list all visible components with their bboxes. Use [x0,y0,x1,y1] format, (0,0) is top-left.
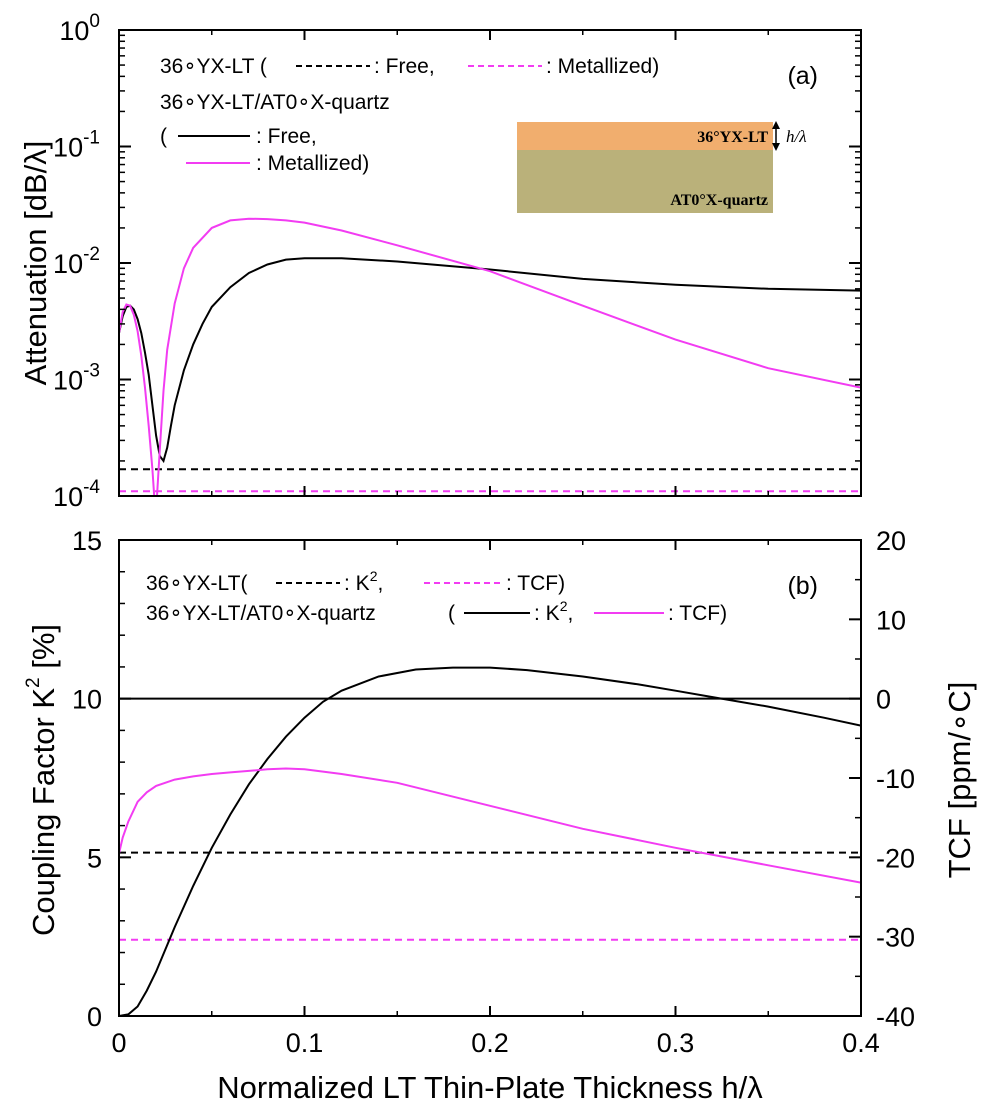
x-tick-label: 0.1 [286,1028,324,1058]
legend-b-lt-k2: : K2, [344,568,383,595]
legend-a-lt-metal: : Metallized) [546,55,659,78]
panel-b-y2-tick-label: 0 [876,685,891,715]
panel-a-label: (a) [787,62,818,90]
panel-b-y2-tick-label: 20 [876,526,906,556]
inset-lt-layer [517,122,773,150]
panel-b-ticks [118,539,862,1017]
panel-a-y-tick-labels: 100 10-1 10-2 10-3 10-4 [53,11,100,512]
legend-b-lt-tcf: : TCF) [506,572,565,595]
legend-b-stack-tcf: : TCF) [668,602,727,625]
panel-b-y-tick-label: 0 [87,1002,102,1032]
panel-a-y-tick-label: 100 [59,11,100,46]
panel-b-y-tick-label: 10 [72,685,102,715]
panel-b-y2-tick-label: 10 [876,605,906,635]
x-tick-label: 0.4 [842,1028,880,1058]
legend-a-line2: 36∘YX-LT/AT0∘X-quartz [160,91,390,114]
legend-b-line2-paren: ( [448,602,455,625]
panel-b-series-magenta-solid-tcf [119,767,861,884]
panel-b-y-tick-label: 15 [72,526,102,556]
panel-b-y2-tick-label: -20 [876,843,915,873]
legend-b-stack-k2: : K2, [534,598,573,625]
panel-a-y-tick-label: 10-3 [53,361,100,396]
panel-a-y-tick-label: 10-1 [53,128,100,163]
legend-a-stack-free: : Free, [256,125,317,148]
inset-quartz-label: AT0°X-quartz [670,192,768,209]
legend-b-line2-prefix: 36∘YX-LT/AT0∘X-quartz [146,602,376,625]
panel-a-y-tick-label: 10-4 [53,477,100,512]
x-tick-label: 0 [111,1028,126,1058]
panel-a-attenuation: 100 10-1 10-2 10-3 10-4 Attenuation [dB/λ] (… [18,11,862,512]
panel-b-label: (b) [787,572,818,600]
panel-b-y-tick-labels: 0 5 10 15 [72,526,102,1032]
panel-b-y-tick-label: 5 [87,843,102,873]
panel-b-y2-tick-labels: -40 -30 -20 -10 0 10 20 [876,526,915,1032]
panel-b-y2-tick-label: -40 [876,1002,915,1032]
panel-a-series-black-solid [119,257,861,464]
panel-a-legend: 36∘YX-LT ( : Free, : Metallized) 36∘YX-L… [160,55,659,175]
panel-a-series-magenta-solid [119,217,861,496]
panel-a-series [119,217,861,496]
x-tick-labels: 0 0.1 0.2 0.3 0.4 [111,1028,879,1058]
x-tick-label: 0.3 [657,1028,695,1058]
panel-b-coupling-tcf: 0 5 10 15 -40 -30 -20 -10 0 10 20 0 0.1 0.2 0.3 0.4 C… [23,526,977,1105]
panel-a-ticks [118,29,862,497]
legend-a-line1-prefix: 36∘YX-LT ( [160,55,267,78]
inset-thickness-label: h/λ [786,127,807,146]
legend-b-line1-prefix: 36∘YX-LT( [146,572,247,595]
panel-b-y2-axis-label: TCF [ppm/∘C] [942,682,977,879]
inset-lt-label: 36°YX-LT [697,129,768,146]
panel-b-series [119,666,861,1016]
inset-quartz-layer [517,150,773,213]
layer-structure-inset: 36°YX-LT AT0°X-quartz h/λ [517,121,807,213]
panel-b-y2-tick-label: -30 [876,923,915,953]
x-tick-label: 0.2 [471,1028,509,1058]
legend-a-lt-free: : Free, [374,55,435,78]
panel-b-legend: 36∘YX-LT( : K2, : TCF) 36∘YX-LT/AT0∘X-qu… [146,568,727,625]
x-axis-label: Normalized LT Thin-Plate Thickness h/λ [217,1070,763,1105]
panel-b-y2-tick-label: -10 [876,764,915,794]
legend-a-line3-paren: ( [160,125,167,148]
legend-a-stack-metal: : Metallized) [256,152,369,175]
panel-b-y-axis-label: Coupling Factor K2 [%] [23,624,61,936]
thickness-arrow-icon [772,121,780,151]
panel-a-y-axis-label: Attenuation [dB/λ] [18,141,53,386]
panel-b-series-black-solid-k2 [119,666,861,1016]
panel-a-y-tick-label: 10-2 [53,244,100,279]
